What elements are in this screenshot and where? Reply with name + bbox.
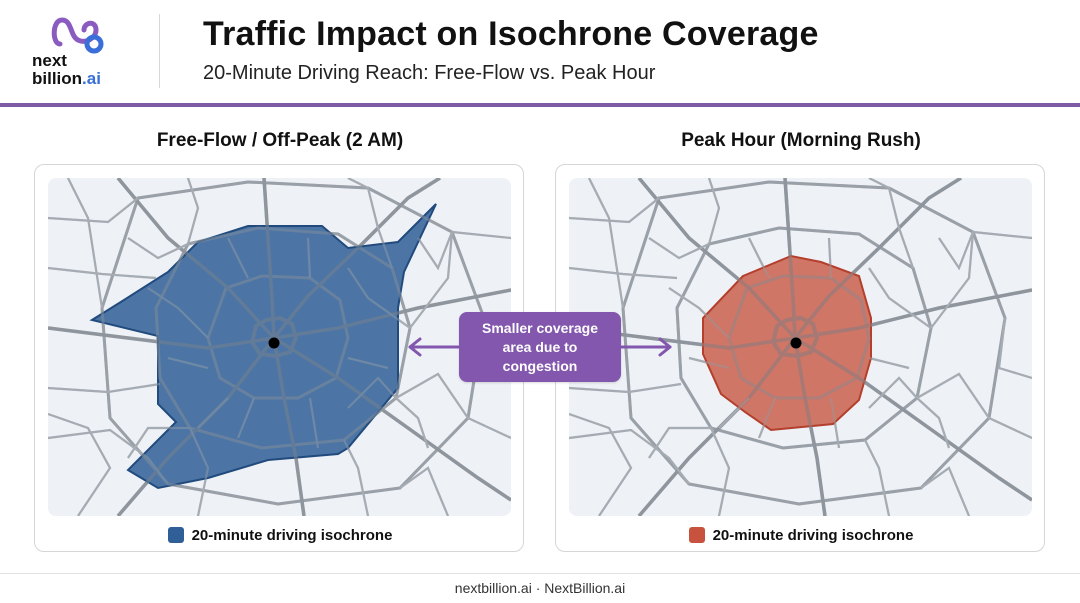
page-title: Traffic Impact on Isochrone Coverage xyxy=(203,15,819,53)
page-subtitle: 20-Minute Driving Reach: Free-Flow vs. P… xyxy=(203,62,656,84)
congestion-callout: Smaller coverage area due to congestion xyxy=(459,312,621,382)
free-flow-card: 20-minute driving isochrone xyxy=(34,164,524,552)
nextbillion-logo[interactable]: next billion.ai xyxy=(22,12,142,92)
footer-rule xyxy=(0,573,1080,574)
logo-wordmark: next billion.ai xyxy=(32,52,101,88)
callout-line-3: congestion xyxy=(502,358,578,374)
peak-hour-legend-label: 20-minute driving isochrone xyxy=(712,527,914,544)
right-panel-title: Peak Hour (Morning Rush) xyxy=(681,130,921,151)
callout-line-2: area due to xyxy=(502,339,578,355)
free-flow-legend: 20-minute driving isochrone xyxy=(35,527,525,544)
header-divider xyxy=(159,14,160,88)
free-flow-map xyxy=(48,178,511,516)
peak-hour-map-svg xyxy=(569,178,1032,516)
logo-line-1: next xyxy=(32,51,67,70)
free-flow-legend-label: 20-minute driving isochrone xyxy=(191,527,393,544)
footer-text: nextbillion.ai · NextBillion.ai xyxy=(454,580,626,596)
free-flow-legend-swatch xyxy=(167,527,184,543)
peak-hour-isochrone xyxy=(702,254,872,432)
peak-hour-legend: 20-minute driving isochrone xyxy=(556,527,1046,544)
left-panel-title: Free-Flow / Off-Peak (2 AM) xyxy=(156,130,404,151)
header: next billion.ai Traffic Impact on Isochr… xyxy=(0,0,1080,107)
peak-hour-legend-swatch xyxy=(688,527,705,543)
callout-line-1: Smaller coverage xyxy=(482,320,598,336)
header-rule xyxy=(0,103,1080,107)
peak-hour-card: 20-minute driving isochrone xyxy=(555,164,1045,552)
logo-line-2-suffix: .ai xyxy=(82,69,101,88)
peak-hour-origin-point xyxy=(790,337,802,349)
logo-mark-icon xyxy=(51,17,104,54)
free-flow-map-svg xyxy=(48,178,511,516)
free-flow-isochrone xyxy=(89,203,437,490)
logo-line-2: billion xyxy=(32,69,83,88)
peak-hour-map xyxy=(569,178,1032,516)
free-flow-origin-point xyxy=(268,337,280,349)
